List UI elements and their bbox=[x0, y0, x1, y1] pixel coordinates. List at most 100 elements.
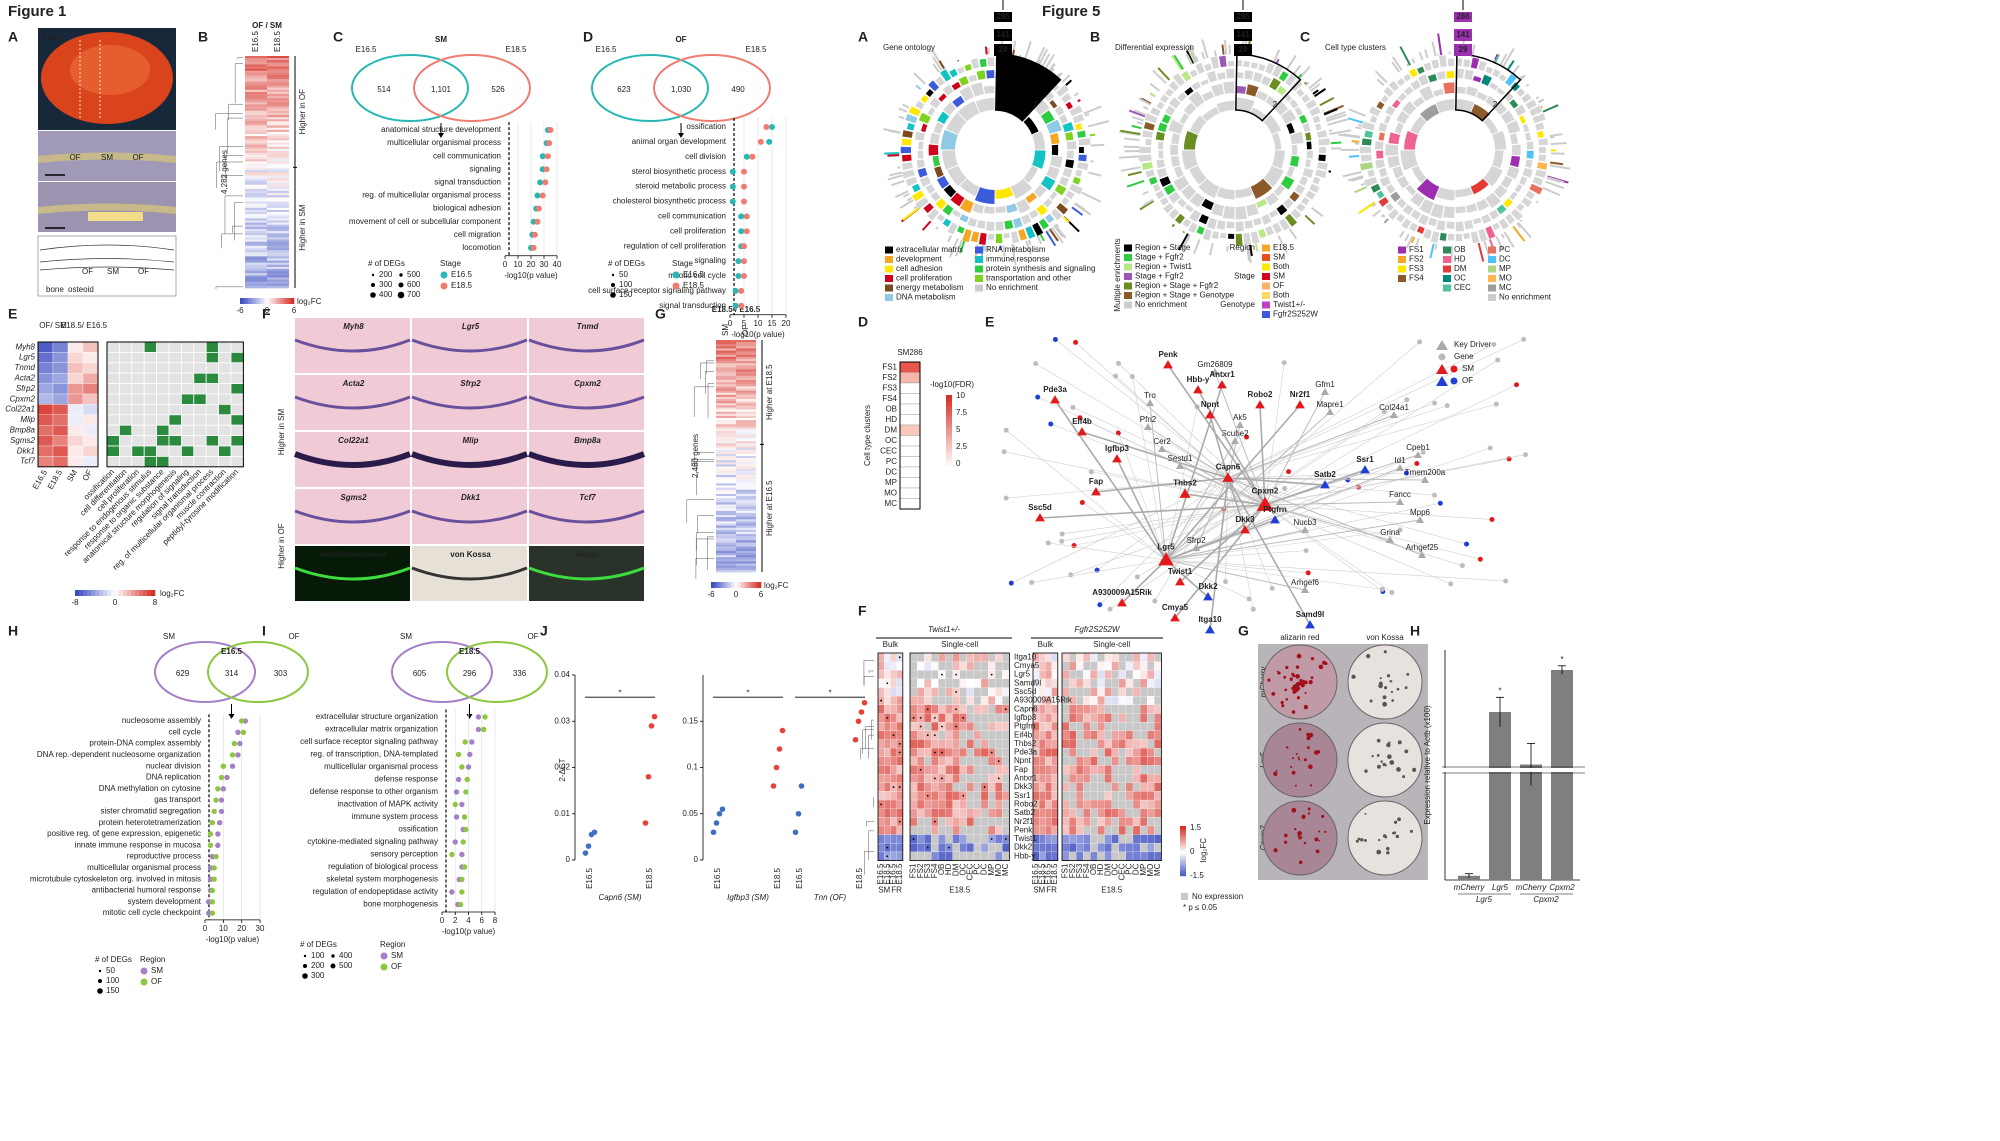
heat-cell bbox=[952, 782, 960, 792]
heat-cell bbox=[938, 661, 946, 671]
ring-segment bbox=[942, 204, 954, 216]
label: Samd9l bbox=[1296, 610, 1324, 619]
stain bbox=[1378, 838, 1381, 842]
ring-segment bbox=[1485, 192, 1501, 209]
stain bbox=[1357, 837, 1361, 841]
heat-cell bbox=[716, 489, 736, 493]
heat-cell bbox=[1039, 808, 1046, 818]
label: CEC bbox=[965, 863, 974, 880]
key-driver bbox=[1163, 360, 1173, 369]
heat-cell bbox=[1104, 722, 1112, 731]
gene-node bbox=[1146, 399, 1154, 406]
spike bbox=[1526, 83, 1530, 87]
spike bbox=[1512, 64, 1520, 75]
dot bbox=[729, 183, 736, 190]
heat-cell bbox=[1118, 687, 1127, 697]
label: 303 bbox=[274, 669, 288, 678]
heat-cell bbox=[267, 224, 289, 228]
heat-cell bbox=[736, 546, 756, 550]
ring-segment bbox=[1174, 166, 1184, 178]
group-key bbox=[440, 271, 448, 279]
go-cell bbox=[193, 455, 207, 468]
dot bbox=[209, 899, 216, 905]
stain bbox=[1366, 654, 1371, 659]
heat-cell bbox=[1083, 661, 1091, 671]
sig-dot bbox=[898, 820, 901, 823]
ring-segment bbox=[1276, 204, 1288, 216]
heat-cell bbox=[1083, 652, 1091, 662]
label: Cpxm2 bbox=[574, 379, 601, 388]
heat-cell bbox=[267, 277, 289, 280]
label: -log10(p value) bbox=[442, 927, 496, 936]
legend-swatch bbox=[1124, 292, 1132, 299]
label: Region + Twist1 bbox=[1135, 262, 1193, 271]
dot bbox=[743, 213, 750, 220]
spike bbox=[1188, 48, 1197, 64]
dot bbox=[464, 776, 470, 783]
ring-segment bbox=[1446, 221, 1455, 229]
heat-cell bbox=[931, 696, 939, 705]
heat-cell bbox=[1125, 808, 1134, 818]
heat-cell bbox=[909, 730, 918, 740]
heat-cell bbox=[896, 696, 903, 705]
spike bbox=[1348, 155, 1360, 158]
heat-cell bbox=[1111, 730, 1119, 740]
heat-cell bbox=[1076, 782, 1084, 792]
ring-segment bbox=[1375, 141, 1384, 150]
color-scale bbox=[291, 298, 295, 304]
label: 20 bbox=[237, 924, 246, 933]
heat-cell bbox=[931, 661, 939, 671]
heat-cell bbox=[1039, 748, 1046, 757]
heat-cell bbox=[966, 661, 974, 671]
heat-cell bbox=[1083, 851, 1091, 861]
heat-cell bbox=[37, 456, 54, 467]
highlight-sector bbox=[1455, 53, 1522, 122]
heat-cell bbox=[736, 569, 756, 573]
heat-cell bbox=[1083, 756, 1091, 766]
heat-cell bbox=[245, 235, 267, 238]
heat-cell bbox=[916, 748, 925, 757]
color-scale bbox=[713, 582, 717, 588]
label: 10 bbox=[514, 260, 523, 269]
go-cell bbox=[156, 351, 170, 364]
heat-cell bbox=[995, 851, 1003, 861]
stain bbox=[1308, 764, 1313, 770]
heat-cell bbox=[877, 739, 885, 749]
ring-segment bbox=[1139, 146, 1152, 154]
heat-cell bbox=[1076, 713, 1084, 723]
heat-cell bbox=[945, 765, 953, 775]
venn-set bbox=[154, 641, 256, 703]
ring-segment bbox=[1211, 83, 1224, 97]
label: von Kossa bbox=[1366, 633, 1404, 642]
heat-cell bbox=[966, 704, 974, 714]
label: * bbox=[1560, 655, 1563, 664]
heat-cell bbox=[1111, 722, 1119, 731]
label: FS1 bbox=[1061, 863, 1070, 878]
heat-cell bbox=[966, 730, 974, 740]
go-cell bbox=[230, 455, 244, 468]
label: E16.5 bbox=[683, 270, 704, 279]
heat-cell bbox=[909, 687, 918, 697]
label: 2,480 genes bbox=[691, 434, 700, 478]
label: E16.5 bbox=[585, 867, 594, 888]
go-cell bbox=[106, 403, 120, 416]
heat-cell bbox=[1125, 834, 1134, 844]
heat-cell bbox=[952, 748, 960, 757]
heat-cell bbox=[1118, 825, 1127, 835]
legend-triangle bbox=[1436, 340, 1448, 350]
heat-cell bbox=[1097, 843, 1105, 853]
spike bbox=[1249, 244, 1253, 257]
ring-segment bbox=[935, 76, 945, 87]
ring-segment bbox=[915, 196, 929, 210]
heat-cell bbox=[267, 182, 289, 185]
node bbox=[1521, 336, 1527, 342]
ring-segment bbox=[1438, 55, 1447, 68]
edge bbox=[1227, 403, 1497, 479]
legend-swatch bbox=[885, 246, 893, 254]
label: E18.5 bbox=[746, 45, 767, 54]
ring-segment bbox=[1263, 115, 1281, 135]
heat-cell bbox=[959, 678, 967, 688]
dot bbox=[763, 124, 770, 130]
heat-cell bbox=[245, 247, 267, 251]
heat-cell bbox=[245, 138, 267, 141]
